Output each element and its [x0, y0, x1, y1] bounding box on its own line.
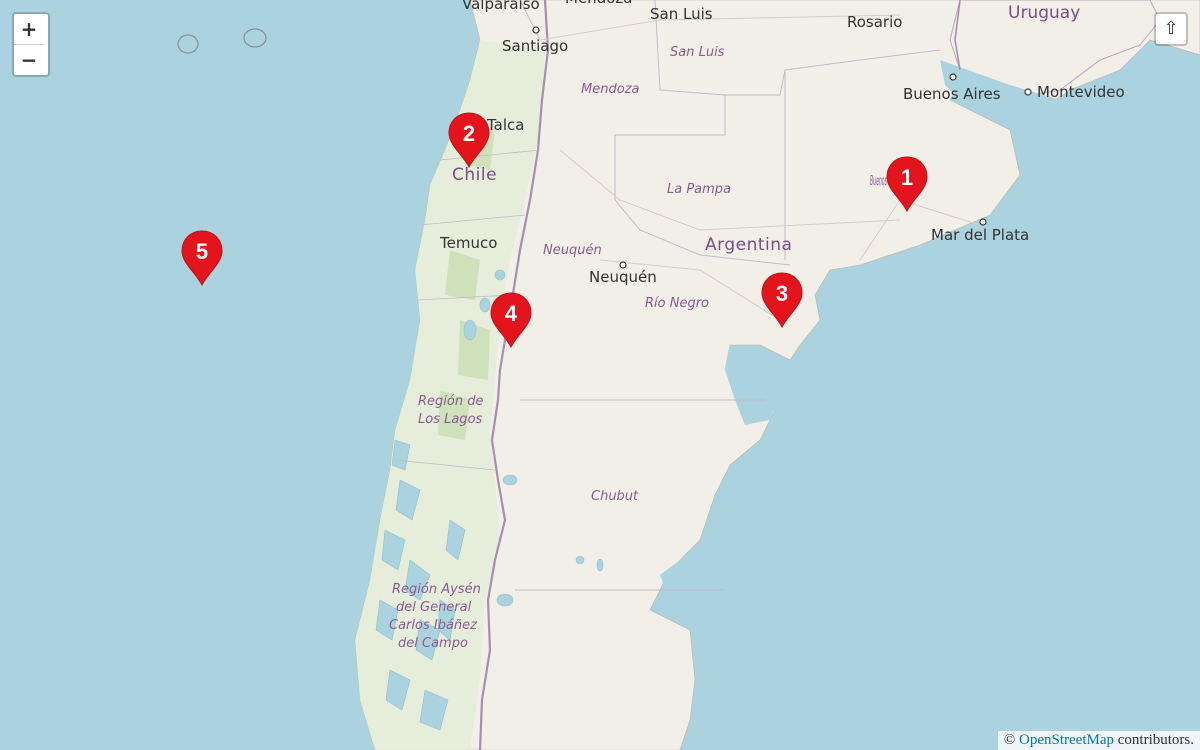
map-pin-icon: 4	[490, 292, 532, 349]
share-button[interactable]: ⇧	[1154, 12, 1188, 46]
map-marker-1[interactable]: 1	[885, 155, 929, 213]
openstreetmap-link[interactable]: OpenStreetMap	[1019, 732, 1114, 748]
border-chile-argentina	[478, 0, 550, 750]
city-temuco: Temuco	[439, 234, 497, 252]
city-talca: Talca	[486, 116, 524, 134]
city-dots	[532, 26, 1032, 269]
city-mar-del-plata: Mar del Plata	[931, 226, 1029, 244]
marker-number: 5	[196, 239, 208, 264]
city-san-luis: San Luis	[650, 5, 713, 23]
provincial-borders	[515, 0, 941, 591]
golfo-san-jorge	[660, 545, 720, 620]
map-marker-3[interactable]: 3	[760, 271, 804, 329]
marker-number: 2	[463, 121, 475, 146]
attribution-prefix: ©	[1003, 732, 1020, 748]
lakes	[463, 269, 604, 607]
region-san-luis: San Luis	[670, 45, 725, 60]
region-mendoza: Mendoza	[581, 82, 639, 97]
label-argentina: Argentina	[705, 235, 792, 255]
city-rosario: Rosario	[847, 13, 902, 31]
region-aysen-line4: del Campo	[398, 636, 468, 651]
region-aysen-line2: del General	[396, 600, 472, 615]
zoom-in-button[interactable]: +	[14, 14, 44, 45]
region-la-pampa: La Pampa	[667, 182, 731, 197]
city-mendoza: Mendoza	[565, 0, 632, 7]
marker-number: 3	[776, 281, 788, 306]
map-marker-4[interactable]: 4	[489, 291, 533, 349]
upload-arrow-icon: ⇧	[1163, 18, 1179, 39]
marker-number: 4	[505, 301, 518, 326]
map-pin-icon: 3	[761, 272, 803, 329]
city-valparaiso: Valparaíso	[462, 0, 540, 13]
map-pin-icon: 1	[886, 156, 928, 213]
region-los-lagos-line1: Región de	[418, 394, 483, 409]
map-marker-5[interactable]: 5	[180, 229, 224, 287]
rio-de-la-plata	[940, 60, 1060, 120]
label-chile: Chile	[452, 165, 497, 185]
chile-archipelago	[375, 439, 466, 731]
border-argentina-uruguay	[954, 0, 961, 71]
region-aysen-line3: Carlos Ibáñez	[389, 618, 478, 633]
map-marker-2[interactable]: 2	[447, 111, 491, 169]
region-los-lagos-line2: Los Lagos	[418, 412, 483, 427]
golfo-san-matias	[725, 345, 790, 425]
map-pin-icon: 2	[448, 112, 490, 169]
region-chubut: Chubut	[591, 489, 639, 504]
region-rio-negro: Río Negro	[645, 296, 709, 311]
city-santiago: Santiago	[502, 37, 568, 55]
chile-region-borders	[394, 149, 541, 471]
city-buenos-aires: Buenos Aires	[903, 85, 1001, 103]
map-pin-icon: 5	[181, 230, 223, 287]
zoom-out-button[interactable]: −	[14, 45, 44, 75]
city-neuquen: Neuquén	[589, 268, 657, 286]
marker-number: 1	[901, 165, 913, 190]
label-uruguay: Uruguay	[1008, 3, 1080, 23]
city-montevideo: Montevideo	[1037, 83, 1125, 101]
zoom-control: + −	[12, 12, 50, 77]
attribution-suffix: contributors.	[1114, 732, 1194, 748]
juan-fernandez-islands	[177, 28, 267, 54]
region-neuquen: Neuquén	[543, 243, 602, 258]
map-attribution: © OpenStreetMap contributors.	[997, 731, 1200, 750]
region-aysen-line1: Región Aysén	[392, 582, 481, 597]
